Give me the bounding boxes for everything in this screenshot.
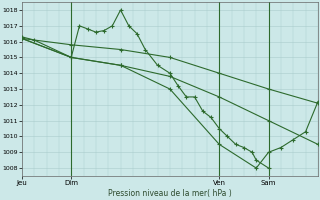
X-axis label: Pression niveau de la mer( hPa ): Pression niveau de la mer( hPa ) — [108, 189, 232, 198]
